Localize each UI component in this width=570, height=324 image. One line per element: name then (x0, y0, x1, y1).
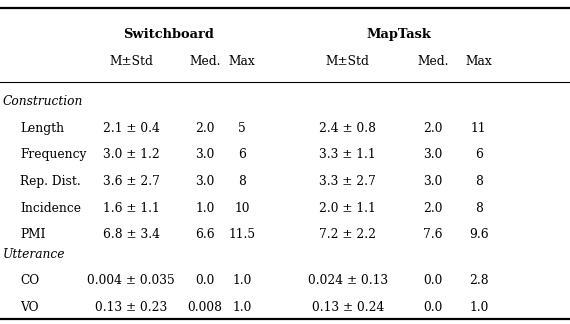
Text: 3.0 ± 1.2: 3.0 ± 1.2 (103, 148, 160, 161)
Text: Construction: Construction (3, 95, 83, 108)
Text: CO: CO (20, 274, 39, 287)
Text: 0.13 ± 0.24: 0.13 ± 0.24 (312, 301, 384, 314)
Text: VO: VO (20, 301, 38, 314)
Text: 6.6: 6.6 (196, 228, 215, 241)
Text: 6: 6 (475, 148, 483, 161)
Text: Rep. Dist.: Rep. Dist. (20, 175, 81, 188)
Text: 3.3 ± 2.7: 3.3 ± 2.7 (319, 175, 376, 188)
Text: 8: 8 (475, 202, 483, 214)
Text: 7.6: 7.6 (424, 228, 443, 241)
Text: 0.0: 0.0 (196, 274, 215, 287)
Text: 1.0: 1.0 (233, 274, 252, 287)
Text: Switchboard: Switchboard (123, 28, 214, 40)
Text: 3.0: 3.0 (424, 148, 443, 161)
Text: 11: 11 (471, 122, 487, 135)
Text: 8: 8 (475, 175, 483, 188)
Text: 0.024 ± 0.13: 0.024 ± 0.13 (308, 274, 388, 287)
Text: 2.0 ± 1.1: 2.0 ± 1.1 (319, 202, 376, 214)
Text: MapTask: MapTask (367, 28, 431, 40)
Text: 7.2 ± 2.2: 7.2 ± 2.2 (319, 228, 376, 241)
Text: 1.0: 1.0 (233, 301, 252, 314)
Text: 2.8: 2.8 (469, 274, 488, 287)
Text: M±Std: M±Std (326, 55, 369, 68)
Text: 5: 5 (238, 122, 246, 135)
Text: 0.008: 0.008 (188, 301, 223, 314)
Text: 3.0: 3.0 (196, 175, 215, 188)
Text: M±Std: M±Std (109, 55, 153, 68)
Text: Length: Length (20, 122, 64, 135)
Text: 3.0: 3.0 (196, 148, 215, 161)
Text: 0.004 ± 0.035: 0.004 ± 0.035 (87, 274, 175, 287)
Text: 3.0: 3.0 (424, 175, 443, 188)
Text: Incidence: Incidence (20, 202, 81, 214)
Text: 10: 10 (234, 202, 250, 214)
Text: Max: Max (466, 55, 492, 68)
Text: 0.0: 0.0 (424, 301, 443, 314)
Text: 11.5: 11.5 (229, 228, 256, 241)
Text: 1.0: 1.0 (196, 202, 215, 214)
Text: 2.0: 2.0 (424, 202, 443, 214)
Text: Med.: Med. (417, 55, 449, 68)
Text: 2.0: 2.0 (424, 122, 443, 135)
Text: Med.: Med. (189, 55, 221, 68)
Text: 9.6: 9.6 (469, 228, 488, 241)
Text: 6: 6 (238, 148, 246, 161)
Text: 3.3 ± 1.1: 3.3 ± 1.1 (319, 148, 376, 161)
Text: Utterance: Utterance (3, 248, 66, 260)
Text: 0.0: 0.0 (424, 274, 443, 287)
Text: 0.13 ± 0.23: 0.13 ± 0.23 (95, 301, 167, 314)
Text: Frequency: Frequency (20, 148, 86, 161)
Text: 6.8 ± 3.4: 6.8 ± 3.4 (103, 228, 160, 241)
Text: 8: 8 (238, 175, 246, 188)
Text: 2.0: 2.0 (196, 122, 215, 135)
Text: 2.4 ± 0.8: 2.4 ± 0.8 (319, 122, 376, 135)
Text: 1.6 ± 1.1: 1.6 ± 1.1 (103, 202, 160, 214)
Text: PMI: PMI (20, 228, 46, 241)
Text: 3.6 ± 2.7: 3.6 ± 2.7 (103, 175, 160, 188)
Text: 2.1 ± 0.4: 2.1 ± 0.4 (103, 122, 160, 135)
Text: 1.0: 1.0 (469, 301, 488, 314)
Text: Max: Max (229, 55, 255, 68)
